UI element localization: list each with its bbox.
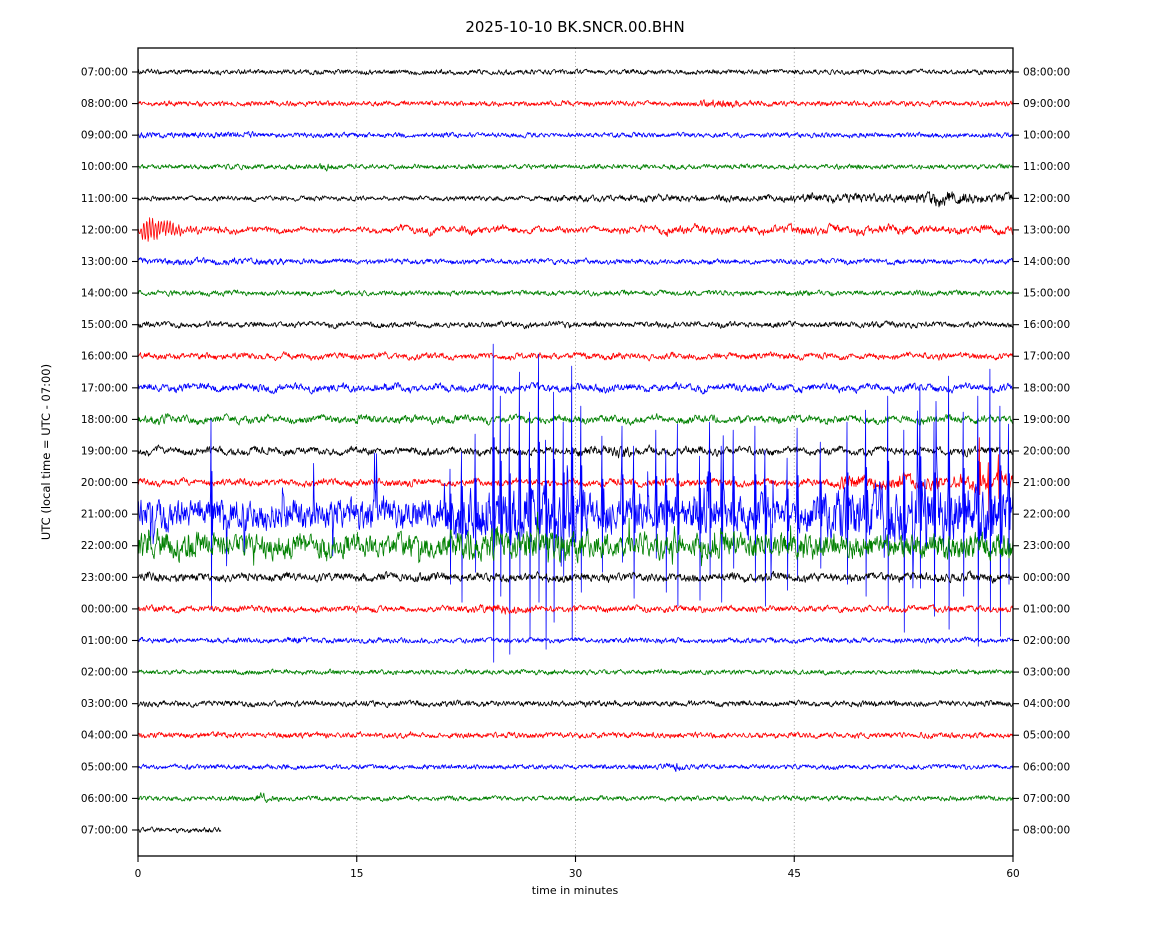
local-time-label: 06:00:00 (1023, 761, 1070, 773)
local-time-label: 19:00:00 (1023, 414, 1070, 426)
utc-time-label: 04:00:00 (81, 730, 128, 742)
trace-row-180000 (138, 413, 1014, 426)
local-time-label: 08:00:00 (1023, 67, 1070, 79)
utc-time-label: 09:00:00 (81, 130, 128, 142)
utc-time-label: 18:00:00 (81, 414, 128, 426)
local-time-label: 03:00:00 (1023, 667, 1070, 679)
local-time-label: 05:00:00 (1023, 730, 1070, 742)
trace-row-140000 (137, 289, 1014, 297)
trace-row-070000 (137, 68, 1014, 76)
utc-time-label: 07:00:00 (81, 824, 128, 836)
trace-row-230000 (138, 570, 1014, 584)
utc-time-label: 00:00:00 (81, 603, 128, 615)
local-time-label: 12:00:00 (1023, 193, 1070, 205)
local-time-label: 20:00:00 (1023, 445, 1070, 457)
utc-time-label: 15:00:00 (81, 319, 128, 331)
plot-border (137, 47, 1014, 857)
utc-time-label: 11:00:00 (81, 193, 128, 205)
utc-time-label: 20:00:00 (81, 477, 128, 489)
trace-row-210000 (137, 343, 1014, 663)
plot-title: 2025-10-10 BK.SNCR.00.BHN (465, 18, 685, 36)
trace-row-190000 (137, 444, 1014, 459)
trace-row-200000 (137, 437, 1014, 523)
utc-time-label: 21:00:00 (81, 509, 128, 521)
utc-time-label: 16:00:00 (81, 351, 128, 363)
local-time-label: 21:00:00 (1023, 477, 1070, 489)
utc-time-label: 17:00:00 (81, 382, 128, 394)
trace-row-070000 (137, 826, 222, 834)
utc-time-label: 13:00:00 (81, 256, 128, 268)
local-time-label: 13:00:00 (1023, 224, 1070, 236)
local-time-label: 02:00:00 (1023, 635, 1070, 647)
trace-row-120000 (137, 217, 1014, 242)
local-time-label: 09:00:00 (1023, 98, 1070, 110)
local-time-label: 01:00:00 (1023, 603, 1070, 615)
x-axis-label: time in minutes (531, 884, 619, 897)
utc-time-label: 10:00:00 (81, 161, 128, 173)
utc-time-label: 03:00:00 (81, 698, 128, 710)
trace-row-170000 (137, 381, 1014, 395)
utc-time-label: 22:00:00 (81, 540, 128, 552)
utc-time-label: 23:00:00 (81, 572, 128, 584)
x-tick-label: 30 (569, 868, 582, 880)
local-time-label: 18:00:00 (1023, 382, 1070, 394)
utc-time-label: 08:00:00 (81, 98, 128, 110)
trace-row-090000 (137, 130, 1014, 139)
local-time-label: 17:00:00 (1023, 351, 1070, 363)
local-time-label: 15:00:00 (1023, 288, 1070, 300)
x-tick-label: 45 (788, 868, 801, 880)
trace-row-050000 (138, 762, 1014, 772)
trace-row-020000 (137, 668, 1014, 676)
local-time-label: 00:00:00 (1023, 572, 1070, 584)
utc-time-label: 19:00:00 (81, 445, 128, 457)
utc-time-label: 14:00:00 (81, 288, 128, 300)
x-tick-label: 60 (1006, 868, 1019, 880)
trace-row-110000 (137, 191, 1014, 208)
trace-row-130000 (137, 256, 1014, 266)
trace-row-220000 (137, 511, 1014, 567)
local-time-label: 08:00:00 (1023, 824, 1070, 836)
trace-row-000000 (137, 604, 1014, 615)
utc-time-label: 12:00:00 (81, 224, 128, 236)
trace-row-150000 (137, 320, 1014, 330)
x-tick-label: 0 (135, 868, 142, 880)
trace-row-080000 (137, 99, 1013, 108)
local-time-label: 14:00:00 (1023, 256, 1070, 268)
x-tick-label: 15 (350, 868, 363, 880)
utc-time-label: 06:00:00 (81, 793, 128, 805)
trace-row-060000 (137, 792, 1014, 803)
trace-row-160000 (137, 351, 1014, 362)
local-time-label: 23:00:00 (1023, 540, 1070, 552)
trace-row-040000 (137, 731, 1014, 740)
trace-row-010000 (137, 636, 1014, 644)
trace-row-030000 (137, 699, 1014, 709)
local-time-label: 22:00:00 (1023, 509, 1070, 521)
utc-time-label: 02:00:00 (81, 667, 128, 679)
utc-time-label: 07:00:00 (81, 67, 128, 79)
local-time-label: 11:00:00 (1023, 161, 1070, 173)
local-time-label: 16:00:00 (1023, 319, 1070, 331)
local-time-label: 10:00:00 (1023, 130, 1070, 142)
utc-time-label: 05:00:00 (81, 761, 128, 773)
utc-time-label: 01:00:00 (81, 635, 128, 647)
trace-row-100000 (137, 162, 1014, 172)
local-time-label: 04:00:00 (1023, 698, 1070, 710)
local-time-label: 07:00:00 (1023, 793, 1070, 805)
